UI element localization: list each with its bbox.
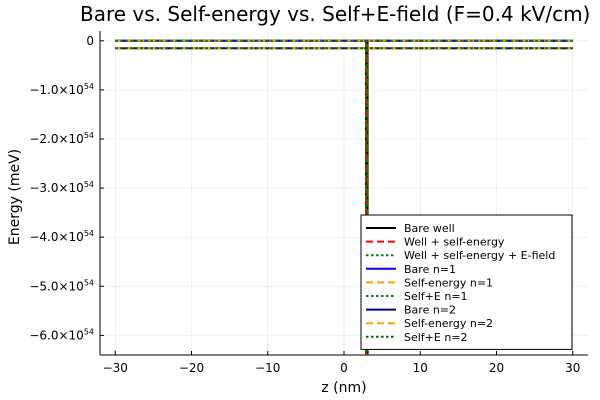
y-tick-exponent: 54 — [84, 180, 94, 189]
y-tick-mantissa: −2.0×10 — [29, 132, 83, 146]
y-tick-mantissa: −5.0×10 — [29, 279, 83, 293]
legend-label: Well + self-energy + E-field — [404, 249, 555, 262]
x-tick-label: 20 — [489, 361, 504, 375]
y-tick-mantissa: −3.0×10 — [29, 181, 83, 195]
legend-box — [360, 214, 573, 350]
x-tick-label: 10 — [413, 361, 428, 375]
series-layer — [115, 39, 573, 355]
legend-label: Self-energy n=2 — [404, 317, 493, 330]
y-tick-label: 0 — [86, 34, 94, 48]
legend-label: Bare n=1 — [404, 263, 456, 276]
x-tick-label: −20 — [179, 361, 204, 375]
y-tick-exponent: 54 — [84, 229, 94, 238]
x-tick-label: −10 — [255, 361, 280, 375]
legend-label: Bare n=2 — [404, 304, 456, 317]
legend-label: Bare well — [404, 222, 455, 235]
chart-title: Bare vs. Self-energy vs. Self+E-field (F… — [80, 2, 590, 26]
x-tick-label: 30 — [565, 361, 580, 375]
legend-label: Self-energy n=1 — [404, 276, 493, 289]
y-tick-exponent: 54 — [84, 278, 94, 287]
y-tick-exponent: 54 — [84, 327, 94, 336]
y-tick-label: −4.0×1054 — [29, 229, 94, 244]
y-tick-mantissa: 0 — [86, 34, 94, 48]
y-tick-exponent: 54 — [84, 131, 94, 140]
x-axis-label: z (nm) — [321, 380, 366, 396]
legend-label: Well + self-energy — [404, 236, 505, 249]
y-axis-label: Energy (meV) — [7, 149, 23, 245]
y-tick-mantissa: −6.0×10 — [29, 328, 83, 342]
y-tick-label: −2.0×1054 — [29, 131, 94, 146]
y-tick-mantissa: −1.0×10 — [29, 83, 83, 97]
axes — [99, 31, 588, 356]
x-tick-label: −30 — [103, 361, 128, 375]
tick-labels: −30 −20 −10 0 10 20 300−1.0×1054−2.0×1054−3.0×… — [29, 34, 580, 375]
y-tick-mantissa: −4.0×10 — [29, 230, 83, 244]
y-tick-label: −1.0×1054 — [29, 82, 94, 97]
y-tick-label: −3.0×1054 — [29, 180, 94, 195]
legend-label: Self+E n=2 — [404, 331, 468, 344]
y-tick-exponent: 54 — [84, 82, 94, 91]
y-tick-label: −5.0×1054 — [29, 278, 94, 293]
y-tick-label: −6.0×1054 — [29, 327, 94, 342]
x-tick-label: 0 — [340, 361, 348, 375]
legend-label: Self+E n=1 — [404, 290, 468, 303]
